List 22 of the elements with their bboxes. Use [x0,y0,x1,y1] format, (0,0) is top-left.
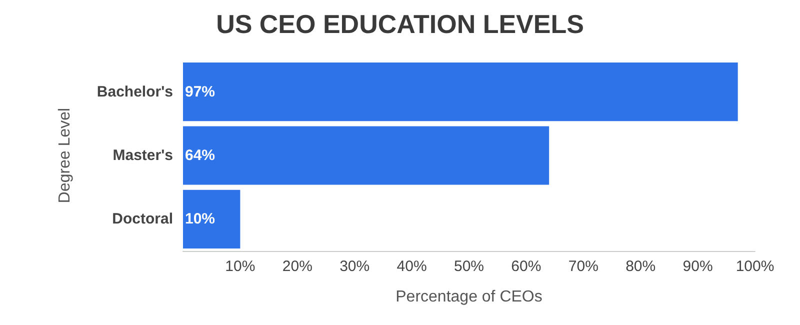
chart-title: US CEO EDUCATION LEVELS [216,9,584,39]
x-tick-label: 100% [736,258,774,275]
y-axis-title: Degree Level [56,108,74,204]
y-tick-label: Master's [112,147,173,164]
x-tick-label: 60% [511,258,542,275]
x-tick-label: 30% [340,258,370,275]
x-tick-label: 20% [282,258,312,275]
x-tick-label: 80% [626,258,656,275]
x-tick-label: 50% [454,258,484,275]
y-tick-label: Doctoral [112,210,173,228]
data-label: 64% [185,147,216,164]
bar [183,126,550,185]
data-label: 97% [185,83,216,100]
x-tick-label: 90% [682,258,713,275]
x-tick-label: 10% [225,258,256,275]
bar [183,62,738,122]
bar [183,190,240,248]
x-axis-title: Percentage of CEOs [396,288,542,306]
y-tick-label: Bachelor's [96,83,173,100]
x-tick-label: 70% [568,258,598,275]
x-tick-label: 40% [396,258,427,275]
data-label: 10% [185,210,216,228]
